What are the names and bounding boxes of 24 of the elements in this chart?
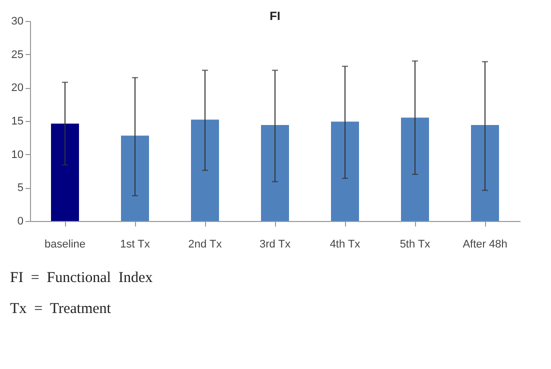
bar [51, 124, 79, 221]
y-tick-label: 15 [11, 116, 24, 128]
x-tick-label: After 48h [462, 238, 508, 250]
y-tick-label: 30 [11, 16, 24, 28]
x-tick-label: baseline [44, 238, 86, 250]
bar [401, 118, 429, 221]
x-tick-label: 2nd Tx [188, 238, 222, 250]
y-tick-label: 5 [17, 182, 24, 194]
y-tick-label: 0 [17, 216, 24, 228]
bar [261, 125, 289, 221]
bar [191, 120, 219, 221]
y-tick-label: 25 [11, 48, 24, 61]
bar [121, 136, 149, 221]
y-tick-label: 10 [11, 148, 24, 161]
x-tick-label: 4th Tx [330, 238, 361, 250]
bar [331, 122, 359, 221]
text: FI = Functional Index [10, 270, 154, 287]
y-tick-label: 20 [11, 82, 24, 94]
x-tick-label: 3rd Tx [260, 238, 291, 250]
x-tick-label: 1st Tx [120, 238, 150, 250]
chart-title: FI [270, 9, 280, 23]
x-tick-label: 5th Tx [400, 238, 431, 250]
text: Tx = Treatment [10, 301, 112, 318]
bar [471, 125, 499, 221]
